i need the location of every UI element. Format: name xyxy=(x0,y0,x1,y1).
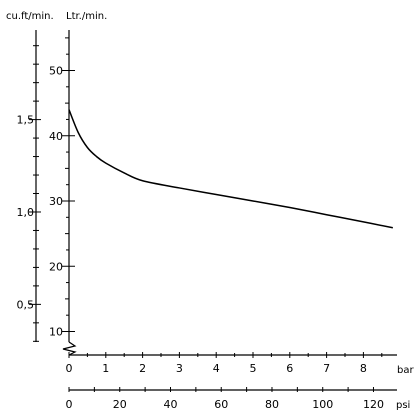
flow-curve-series-0 xyxy=(69,110,393,228)
y-axis-unit-label: Ltr./min. xyxy=(66,11,107,22)
x2-tick-label: 80 xyxy=(265,398,279,411)
y-tick-label: 30 xyxy=(49,195,63,208)
y-tick-label: 50 xyxy=(49,65,63,78)
x-axis-unit-label-bar: bar xyxy=(397,365,414,376)
x2-tick-label: 20 xyxy=(113,398,127,411)
x-tick-label: 8 xyxy=(360,362,367,375)
series xyxy=(69,110,393,228)
y-tick-label: 10 xyxy=(49,326,63,339)
axes xyxy=(36,30,397,390)
x2-tick-label: 100 xyxy=(312,398,333,411)
x-tick-label: 3 xyxy=(176,362,183,375)
y2-tick-label: 1,5 xyxy=(17,114,35,127)
x-tick-label: 2 xyxy=(139,362,146,375)
y-tick-label: 20 xyxy=(49,260,63,273)
x-tick-label: 7 xyxy=(323,362,330,375)
x2-tick-label: 120 xyxy=(363,398,384,411)
x-tick-label: 0 xyxy=(66,362,73,375)
x2-tick-label: 60 xyxy=(214,398,228,411)
x2-tick-label: 40 xyxy=(163,398,177,411)
x2-tick-label: 0 xyxy=(66,398,73,411)
x2-axis-unit-label-psi: psi xyxy=(396,400,410,411)
y2-tick-label: 0,5 xyxy=(17,298,35,311)
x-tick-label: 6 xyxy=(286,362,293,375)
y-tick-label: 40 xyxy=(49,130,63,143)
x-tick-label: 5 xyxy=(250,362,257,375)
x-tick-label: 4 xyxy=(213,362,220,375)
y2-tick-label: 1,0 xyxy=(17,206,35,219)
y2-axis-unit-label: cu.ft/min. xyxy=(6,11,54,22)
x-tick-label: 1 xyxy=(102,362,109,375)
